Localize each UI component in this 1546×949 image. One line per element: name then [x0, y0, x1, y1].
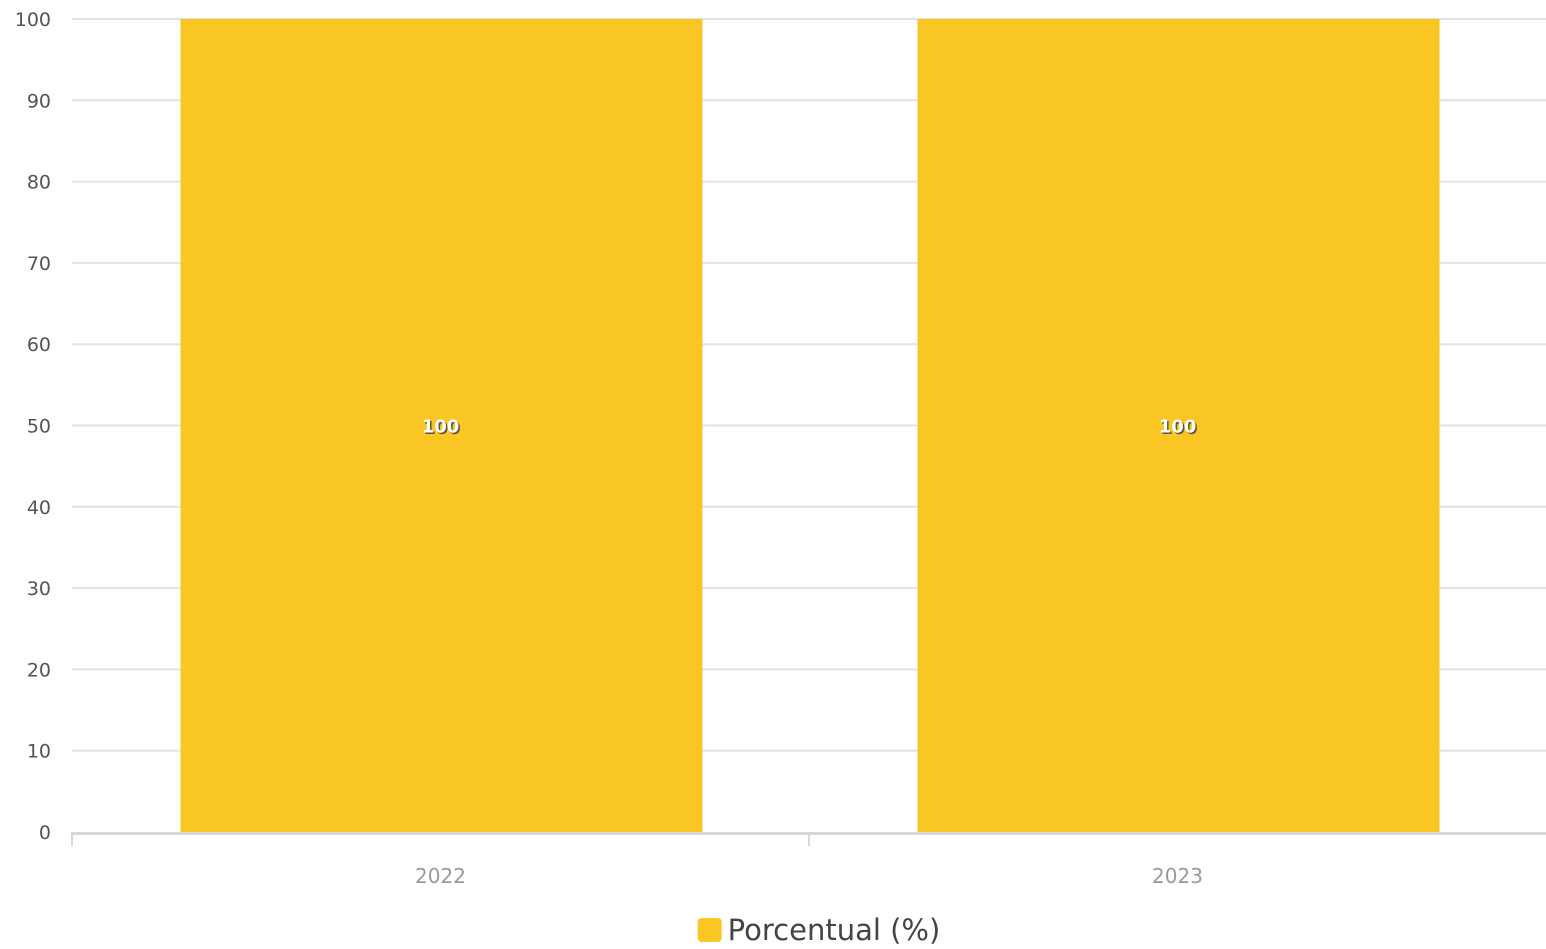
bars [180, 19, 1440, 832]
data-label-shadow: 100 [423, 418, 461, 439]
y-tick-label: 0 [39, 822, 51, 844]
data-label-2023: 100 [1159, 417, 1197, 438]
x-axis [71, 832, 1546, 846]
y-tick-label: 70 [27, 253, 51, 275]
y-tick-label: 20 [27, 659, 51, 681]
bar-2023[interactable] [917, 19, 1440, 832]
y-tick-label: 30 [27, 578, 51, 600]
legend-label[interactable]: Porcentual (%) [728, 913, 941, 947]
x-tick-label-2023: 2023 [1152, 864, 1203, 888]
x-axis-tick-labels: 2022 2023 [415, 864, 1203, 888]
bar-2022[interactable] [180, 19, 703, 832]
y-tick-label: 10 [27, 741, 51, 763]
y-tick-label: 80 [27, 172, 51, 194]
y-tick-label: 100 [15, 9, 51, 31]
x-tick-label-2022: 2022 [415, 864, 466, 888]
data-label-shadow: 100 [1160, 418, 1198, 439]
y-tick-label: 50 [27, 416, 51, 438]
y-tick-label: 90 [27, 90, 51, 112]
y-tick-label: 40 [27, 497, 51, 519]
y-tick-label: 60 [27, 334, 51, 356]
y-axis-tick-labels: 0 10 20 30 40 50 60 70 80 90 100 [15, 9, 51, 844]
legend[interactable]: Porcentual (%) [697, 913, 941, 947]
legend-swatch[interactable] [697, 918, 722, 942]
data-label-2022: 100 [422, 417, 460, 438]
